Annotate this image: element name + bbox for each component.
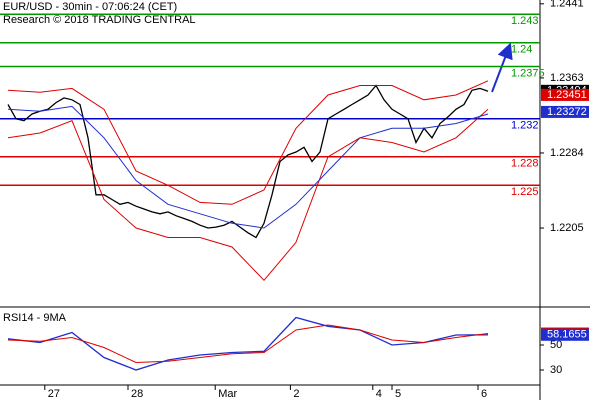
x-tick-label: Mar [218, 388, 237, 400]
level-label: 1.225 [511, 186, 539, 198]
x-tick-label: 28 [131, 388, 143, 400]
series-line [7, 316, 489, 371]
x-tick-label: 2 [293, 388, 299, 400]
price-tag-label: 58.1655 [547, 329, 587, 341]
level-label: 1.24 [511, 44, 532, 56]
chart-subtitle: Research © 2018 TRADING CENTRAL [3, 14, 196, 26]
level-label: 1.228 [511, 158, 539, 170]
series-line [7, 84, 489, 239]
price-tag [541, 105, 589, 118]
x-tick-label: 4 [376, 388, 382, 400]
price-tag-label: 1.23272 [547, 106, 587, 118]
y-tick-label: 50 [550, 339, 562, 351]
rsi-title: RSI14 - 9MA [3, 312, 67, 324]
price-tag [541, 88, 589, 101]
level-label: 1.2375 [511, 67, 545, 79]
y-tick-label: 30 [550, 364, 562, 376]
series-line [7, 80, 489, 205]
chart-title: EUR/USD - 30min - 07:06:24 (CET) [3, 1, 177, 13]
series-line [7, 108, 489, 282]
x-tick-label: 27 [48, 388, 60, 400]
x-tick-label: 5 [395, 388, 401, 400]
price-tag [541, 328, 589, 341]
y-tick-label: 1.2441 [550, 0, 584, 10]
y-tick-label: 1.2284 [550, 147, 584, 159]
x-tick-label: 6 [481, 388, 487, 400]
price-tag-label: 1.23451 [547, 89, 587, 101]
series-line [7, 324, 489, 364]
y-tick-label: 1.2205 [550, 222, 584, 234]
level-label: 1.243 [511, 15, 539, 27]
level-label: 1.232 [511, 120, 539, 132]
forecast-arrow [491, 42, 513, 93]
series-line [7, 105, 489, 229]
y-tick-label: 1.2363 [550, 72, 584, 84]
